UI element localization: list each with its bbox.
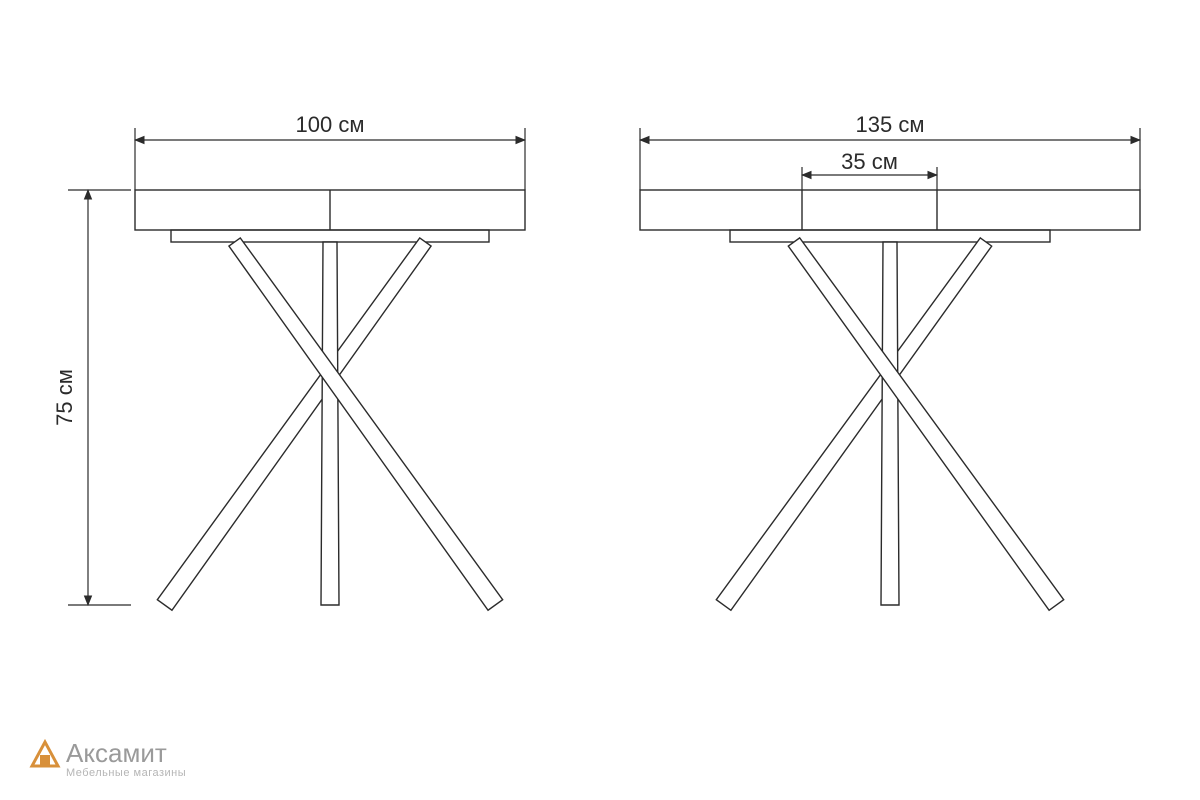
dim-height: 75 см: [52, 190, 131, 605]
dim-insert-width: 35 см: [802, 149, 937, 190]
table-right: [640, 190, 1140, 610]
dim-height-label: 75 см: [52, 369, 77, 426]
watermark: Аксамит Мебельные магазины: [32, 738, 186, 779]
watermark-subtitle: Мебельные магазины: [66, 767, 186, 779]
dim-insert-label: 35 см: [841, 149, 898, 174]
dim-right-label: 135 см: [856, 112, 925, 137]
watermark-brand: Аксамит: [66, 738, 167, 768]
technical-drawing: 75 см 100 см 135 см 35 см Аксамит Мебель…: [0, 0, 1200, 800]
dim-left-label: 100 см: [296, 112, 365, 137]
dim-left-width: 100 см: [135, 112, 525, 190]
watermark-icon: [32, 742, 58, 766]
table-left: [135, 190, 525, 610]
